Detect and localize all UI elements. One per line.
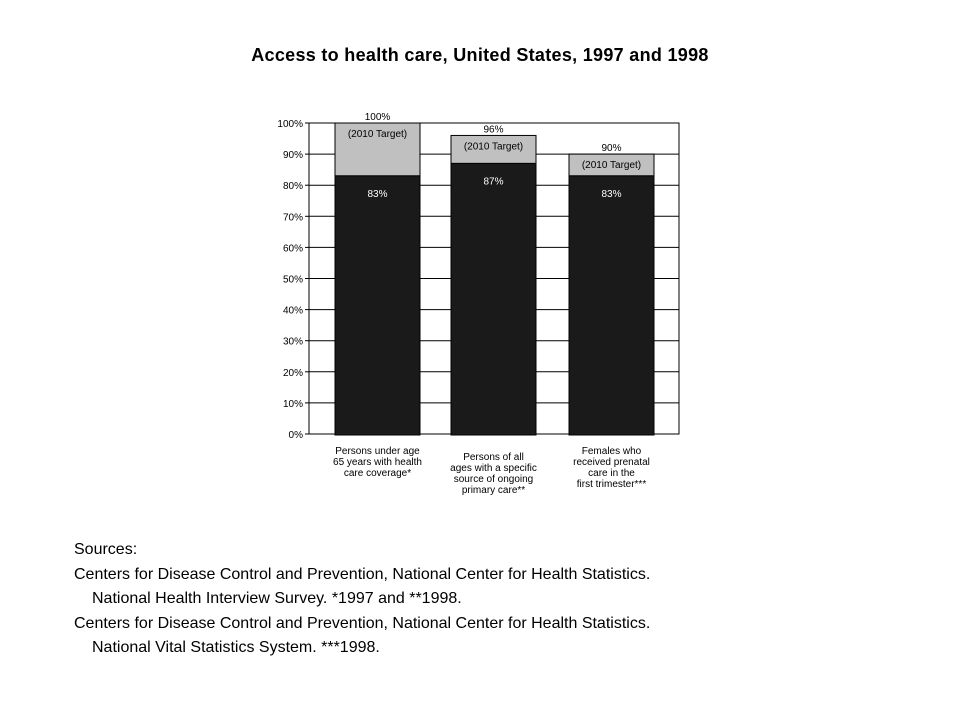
category-label-line: Persons under age — [335, 446, 420, 457]
y-tick-label: 70% — [283, 212, 303, 223]
category-label-line: care in the — [588, 468, 635, 479]
y-tick-label: 50% — [283, 275, 303, 286]
target-value-label: 90% — [601, 143, 621, 154]
category-label: Persons under age 65 years with health car… — [333, 446, 422, 479]
chart-title: Access to health care, United States, 19… — [251, 45, 709, 65]
sources-block: Sources: Centers for Disease Control and… — [74, 538, 934, 661]
y-tick-label: 100% — [277, 119, 303, 130]
target-value-label: 96% — [483, 124, 503, 135]
source-line: National Vital Statistics System. ***199… — [92, 639, 380, 656]
target-caption: (2010 Target) — [348, 129, 407, 140]
bar-chart: 0% 10% 20% 30% 40% 50% 60% 70% 80% 90% 100% 100% (2… — [277, 112, 680, 496]
target-segment — [450, 134, 537, 164]
category-label-line: 65 years with health — [333, 457, 422, 468]
actual-bar — [450, 162, 537, 436]
value-label: 83% — [367, 189, 387, 200]
y-tick-label: 20% — [283, 368, 303, 379]
source-line: Centers for Disease Control and Preventi… — [74, 614, 651, 632]
category-label-line: Persons of all — [463, 452, 524, 463]
source-line: National Health Interview Survey. *1997 … — [92, 590, 462, 607]
category-label-line: ages with a specific — [450, 463, 537, 474]
target-caption: (2010 Target) — [464, 141, 523, 152]
value-label: 87% — [483, 176, 503, 187]
sources-heading: Sources: — [74, 541, 138, 558]
category-label-line: received prenatal — [573, 457, 650, 468]
value-label: 83% — [601, 189, 621, 200]
y-tick-label: 40% — [283, 306, 303, 317]
category-label-line: Females who — [582, 446, 642, 457]
y-tick-label: 0% — [289, 430, 304, 441]
y-tick-label: 60% — [283, 243, 303, 254]
actual-bar — [568, 175, 655, 436]
bars: 100% (2010 Target) 83% 96% (2010 Target) 87% 9… — [334, 112, 655, 436]
y-axis: 0% 10% 20% 30% 40% 50% 60% 70% 80% 90% 100% — [277, 119, 309, 441]
category-label: Persons of all ages with a specific source… — [450, 452, 537, 496]
y-tick-label: 90% — [283, 150, 303, 161]
target-value-label: 100% — [365, 112, 391, 123]
source-line: Centers for Disease Control and Preventi… — [74, 565, 651, 583]
x-axis-labels: Persons under age 65 years with health car… — [333, 446, 650, 496]
category-label: Females who received prenatal care in the f… — [573, 446, 650, 490]
y-tick-label: 10% — [283, 399, 303, 410]
category-label-line: source of ongoing — [454, 474, 534, 485]
actual-bar — [334, 175, 421, 436]
category-label-line: care coverage* — [344, 468, 411, 479]
target-caption: (2010 Target) — [582, 160, 641, 171]
category-label-line: first trimester*** — [577, 479, 647, 490]
category-label-line: primary care** — [462, 485, 525, 496]
y-tick-label: 80% — [283, 181, 303, 192]
y-tick-label: 30% — [283, 337, 303, 348]
